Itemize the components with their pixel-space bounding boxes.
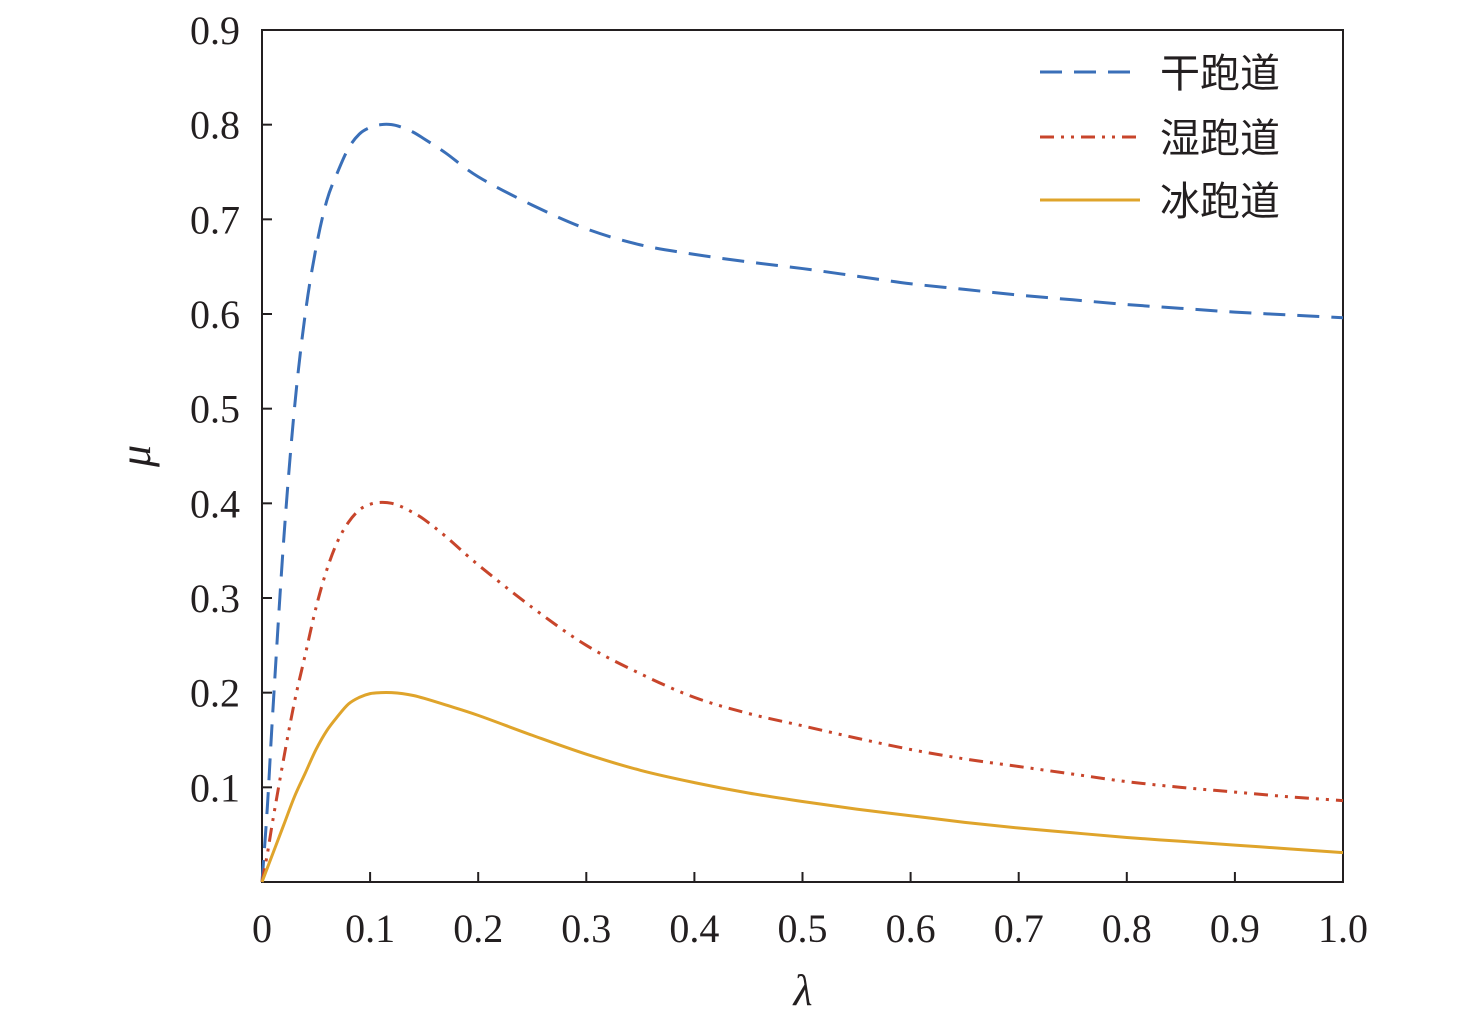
x-tick-label: 0.8 [1102,906,1152,951]
legend-label-2: 冰跑道 [1160,179,1280,225]
series-layer [260,122,1344,883]
y-tick-label: 0.9 [190,8,240,53]
x-tick-label: 0.5 [778,906,828,951]
x-tick-label: 0 [252,906,272,951]
x-tick-label: 0.4 [669,906,719,951]
x-tick-label: 1.0 [1318,906,1368,951]
x-axis-label: λ [791,966,812,1015]
y-tick-label: 0.5 [190,387,240,432]
y-tick-label: 0.6 [190,292,240,337]
x-tick-label: 0.1 [345,906,395,951]
x-tick-label: 0.6 [886,906,936,951]
axes-layer: 0 0.1 0.2 0.3 0.4 0.5 0.6 0.7 0.8 0.9 1.0 0.1 0.2 0.3… [190,8,1368,951]
y-tick-label: 0.8 [190,103,240,148]
legend-label-0: 干跑道 [1160,51,1280,97]
series-line-0 [260,122,1344,883]
legend-label-1: 湿跑道 [1160,116,1280,162]
y-axis-label: μ [111,445,160,468]
series-line-2 [260,691,1344,883]
x-tick-label: 0.3 [561,906,611,951]
y-tick-label: 0.2 [190,671,240,716]
y-tick-label: 0.1 [190,765,240,810]
x-tick-label: 0.9 [1210,906,1260,951]
x-tick-label: 0.7 [994,906,1044,951]
x-tick-label: 0.2 [453,906,503,951]
y-tick-label: 0.4 [190,481,240,526]
y-tick-label: 0.7 [190,197,240,242]
series-line-1 [260,500,1344,883]
y-tick-label: 0.3 [190,576,240,621]
